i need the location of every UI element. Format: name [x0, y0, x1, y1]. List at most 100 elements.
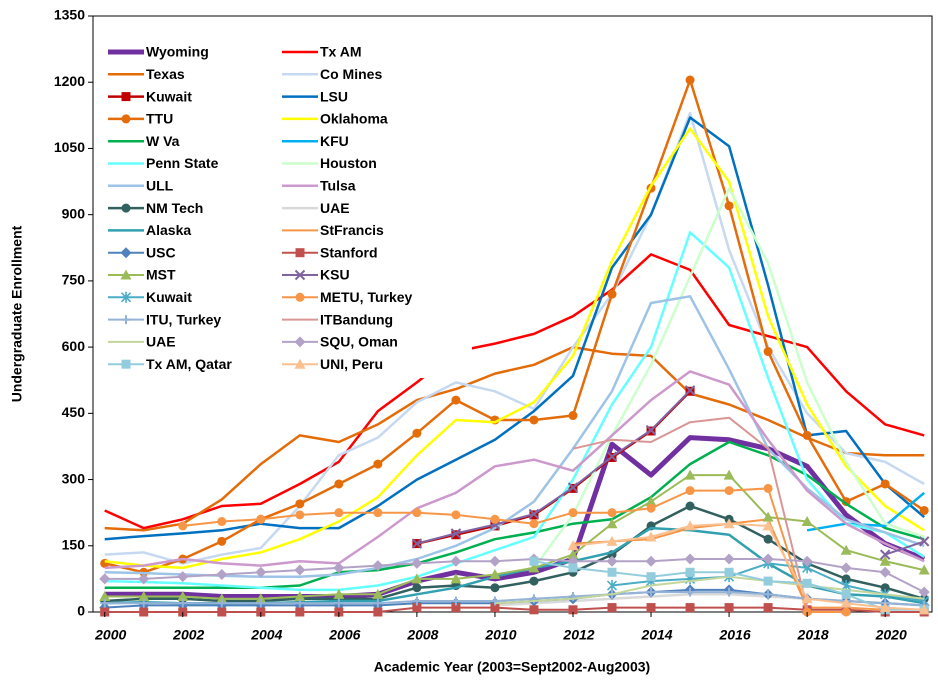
marker: [178, 598, 188, 608]
legend-label: StFrancis: [320, 222, 384, 238]
marker: [918, 586, 930, 598]
marker: [217, 598, 227, 608]
marker: [879, 566, 891, 578]
marker: [646, 587, 656, 597]
marker: [762, 511, 774, 522]
legend-label: Tulsa: [320, 178, 356, 194]
marker: [334, 508, 344, 518]
y-tick-label: 450: [62, 404, 86, 420]
marker: [567, 540, 579, 551]
legend-label: Alaska: [146, 222, 191, 238]
marker: [373, 598, 383, 608]
y-axis-title: Undergraduate Enrollment: [9, 225, 25, 402]
legend-label: UAE: [146, 334, 176, 350]
marker: [100, 598, 110, 608]
marker: [295, 607, 305, 617]
marker: [294, 591, 306, 602]
marker: [295, 292, 305, 302]
marker: [880, 479, 890, 489]
marker: [685, 603, 695, 613]
marker: [685, 486, 695, 496]
legend-label: ITBandung: [320, 311, 393, 327]
marker: [121, 203, 131, 213]
marker: [685, 501, 695, 511]
legend-label: Tx AM: [320, 44, 361, 60]
marker: [567, 482, 579, 493]
marker: [295, 248, 305, 258]
marker: [918, 564, 930, 575]
series-line: [572, 522, 925, 611]
series: [100, 75, 929, 577]
marker: [295, 499, 305, 509]
marker: [121, 359, 131, 369]
marker: [568, 563, 578, 573]
marker: [216, 593, 228, 604]
series-line: [494, 575, 925, 605]
marker: [216, 568, 228, 580]
marker: [840, 544, 852, 555]
marker: [723, 469, 735, 480]
series-line: [104, 231, 925, 592]
marker: [256, 514, 266, 524]
legend-label: Oklahoma: [320, 111, 388, 127]
series: [567, 518, 930, 615]
legend: Wyoming Tx AM Texas Co Mines Kuwait LSU TTU Okl…: [100, 38, 472, 378]
marker: [763, 603, 773, 613]
marker: [684, 469, 696, 480]
marker: [333, 588, 345, 599]
series-line: [532, 186, 925, 569]
marker: [841, 574, 851, 584]
marker: [918, 604, 930, 615]
marker: [139, 607, 149, 617]
y-tick-label: 0: [77, 603, 85, 619]
marker: [606, 580, 618, 592]
marker: [646, 503, 656, 513]
x-tick-label: 2008: [406, 627, 438, 643]
marker: [217, 536, 227, 546]
marker: [879, 602, 891, 613]
marker: [120, 269, 132, 280]
marker: [138, 591, 150, 602]
marker: [373, 508, 383, 518]
series-line: [572, 416, 809, 608]
legend-label: KSU: [320, 267, 350, 283]
marker: [333, 562, 345, 574]
marker: [606, 451, 618, 462]
marker: [529, 519, 539, 529]
x-tick-label: 2010: [484, 627, 516, 643]
marker: [685, 75, 695, 85]
y-tick-label: 900: [62, 205, 86, 221]
marker: [724, 567, 734, 577]
series-line: [182, 487, 847, 613]
x-tick-label: 2006: [328, 627, 360, 643]
y-tick-label: 600: [62, 338, 86, 354]
series: [100, 587, 929, 610]
legend-label: Houston: [320, 155, 377, 171]
marker: [646, 572, 656, 582]
x-axis-title: Academic Year (2003=Sept2002-Aug2003): [374, 659, 650, 675]
marker: [217, 516, 227, 526]
marker: [411, 557, 423, 569]
legend-label: NM Tech: [146, 200, 203, 216]
marker: [645, 555, 657, 567]
marker: [120, 247, 132, 259]
marker: [801, 515, 813, 526]
marker: [841, 589, 851, 599]
marker: [879, 549, 891, 560]
legend-label: Penn State: [146, 155, 219, 171]
marker: [121, 92, 131, 102]
marker: [529, 576, 539, 586]
series: [104, 231, 925, 592]
marker: [412, 603, 422, 613]
x-tick-label: 2016: [719, 627, 751, 643]
series-line: [104, 435, 926, 599]
legend-label: Kuwait: [146, 88, 192, 104]
marker: [412, 428, 422, 438]
marker: [529, 556, 539, 566]
marker: [529, 605, 539, 615]
marker: [918, 536, 930, 547]
series: [572, 416, 809, 608]
legend-label: Stanford: [320, 244, 378, 260]
marker: [528, 508, 540, 520]
marker: [724, 201, 734, 211]
